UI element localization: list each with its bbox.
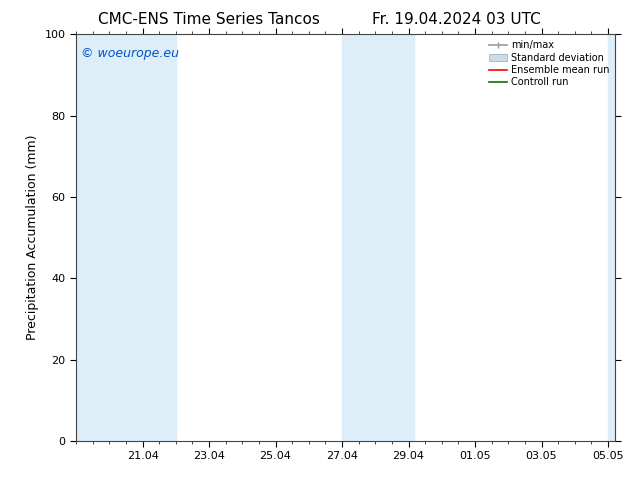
Bar (608, 34, 615, 441)
Bar (375, 34, 414, 441)
Y-axis label: Precipitation Accumulation (mm): Precipitation Accumulation (mm) (26, 135, 39, 341)
Text: © woeurope.eu: © woeurope.eu (81, 47, 179, 59)
Bar (342, 34, 375, 441)
Text: Fr. 19.04.2024 03 UTC: Fr. 19.04.2024 03 UTC (372, 12, 541, 27)
Legend: min/max, Standard deviation, Ensemble mean run, Controll run: min/max, Standard deviation, Ensemble me… (486, 36, 613, 91)
Text: CMC-ENS Time Series Tancos: CMC-ENS Time Series Tancos (98, 12, 320, 27)
Bar (76, 34, 176, 441)
